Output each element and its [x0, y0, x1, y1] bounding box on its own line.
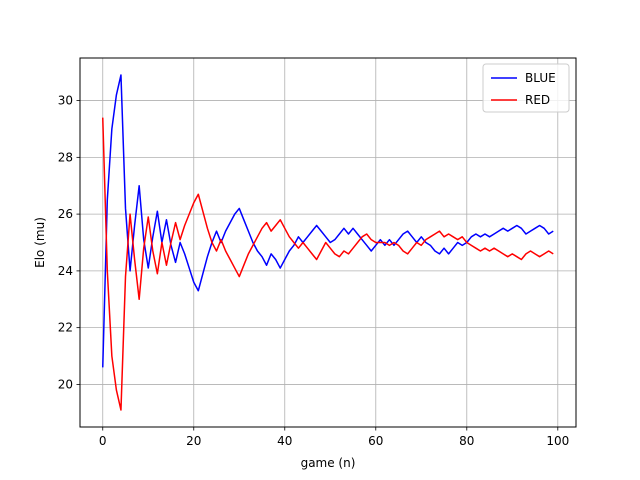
x-tick-label: 60 [368, 434, 383, 448]
series-line-blue [102, 74, 554, 368]
x-tick-label: 0 [99, 434, 107, 448]
y-tick-label: 24 [58, 264, 73, 278]
y-tick-label: 20 [58, 377, 73, 391]
legend-label-red: RED [525, 93, 550, 107]
x-axis-label: game (n) [301, 456, 356, 470]
ticks: 0 20 40 60 80 100 20 22 24 26 28 30 [58, 94, 570, 448]
x-tick-label: 40 [277, 434, 292, 448]
y-tick-label: 26 [58, 207, 73, 221]
x-tick-label: 100 [546, 434, 569, 448]
legend-label-blue: BLUE [525, 71, 556, 85]
series-line-red [102, 117, 554, 411]
x-tick-label: 80 [459, 434, 474, 448]
y-tick-label: 22 [58, 321, 73, 335]
y-tick-label: 30 [58, 94, 73, 108]
plot-frame [79, 57, 577, 428]
legend: BLUE RED [482, 63, 570, 113]
x-tick-label: 20 [186, 434, 201, 448]
series-layer [102, 74, 554, 411]
y-axis-label: Elo (mu) [33, 217, 47, 268]
y-tick-label: 28 [58, 150, 73, 164]
grid [80, 58, 576, 427]
